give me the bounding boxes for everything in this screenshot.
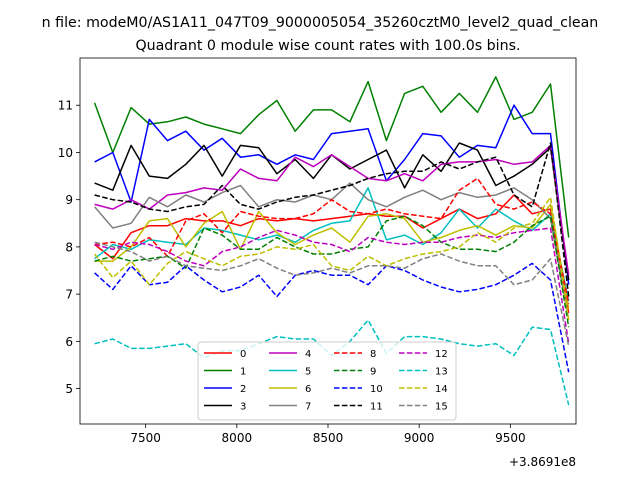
y-tick-label: 5 (65, 382, 73, 396)
plot-frame (79, 57, 577, 425)
y-tick-label: 10 (58, 146, 73, 160)
y-tick-label: 9 (65, 193, 73, 207)
legend-label-8: 8 (370, 349, 376, 360)
legend-label-2: 2 (240, 384, 246, 395)
series-line-1 (93, 76, 570, 238)
x-tick-label: 9000 (404, 431, 435, 445)
legend-label-11: 11 (370, 402, 383, 413)
series-line-11 (94, 142, 570, 297)
x-tick-label: 7500 (130, 431, 161, 445)
series-line-6 (94, 203, 570, 309)
series-line-8 (94, 177, 570, 304)
series-line-15 (94, 241, 570, 347)
legend-label-9: 9 (370, 367, 376, 378)
series-line-9 (94, 215, 570, 328)
legend-label-7: 7 (305, 402, 311, 413)
chart-title: Quadrant 0 module wise count rates with … (135, 38, 520, 54)
series-line-2 (94, 104, 570, 285)
series-line-10 (94, 262, 570, 373)
legend-label-15: 15 (435, 402, 448, 413)
legend-label-12: 12 (435, 349, 448, 360)
x-offset-text: +3.8691e8 (509, 455, 576, 469)
series-line-14 (94, 196, 570, 321)
series-line-4 (94, 144, 570, 276)
x-tick-label: 8000 (222, 431, 253, 445)
legend-label-14: 14 (435, 384, 448, 395)
legend-label-4: 4 (305, 349, 311, 360)
y-tick-label: 6 (65, 335, 73, 349)
y-tick-label: 7 (65, 288, 73, 302)
legend-label-6: 6 (305, 384, 311, 395)
x-tick-label: 8500 (313, 431, 344, 445)
legend-label-3: 3 (240, 402, 246, 413)
legend-label-10: 10 (370, 384, 383, 395)
x-tick-label: 9500 (495, 431, 526, 445)
legend-label-1: 1 (240, 367, 246, 378)
y-tick-label: 11 (58, 99, 73, 113)
legend-label-13: 13 (435, 367, 448, 378)
y-tick-label: 8 (65, 240, 73, 254)
legend-box (197, 341, 457, 421)
series-line-12 (94, 227, 570, 344)
legend-label-5: 5 (305, 367, 311, 378)
figure-suptitle: n file: modeM0/AS1A11_047T09_9000005054_… (42, 15, 599, 31)
legend-label-0: 0 (240, 349, 246, 360)
